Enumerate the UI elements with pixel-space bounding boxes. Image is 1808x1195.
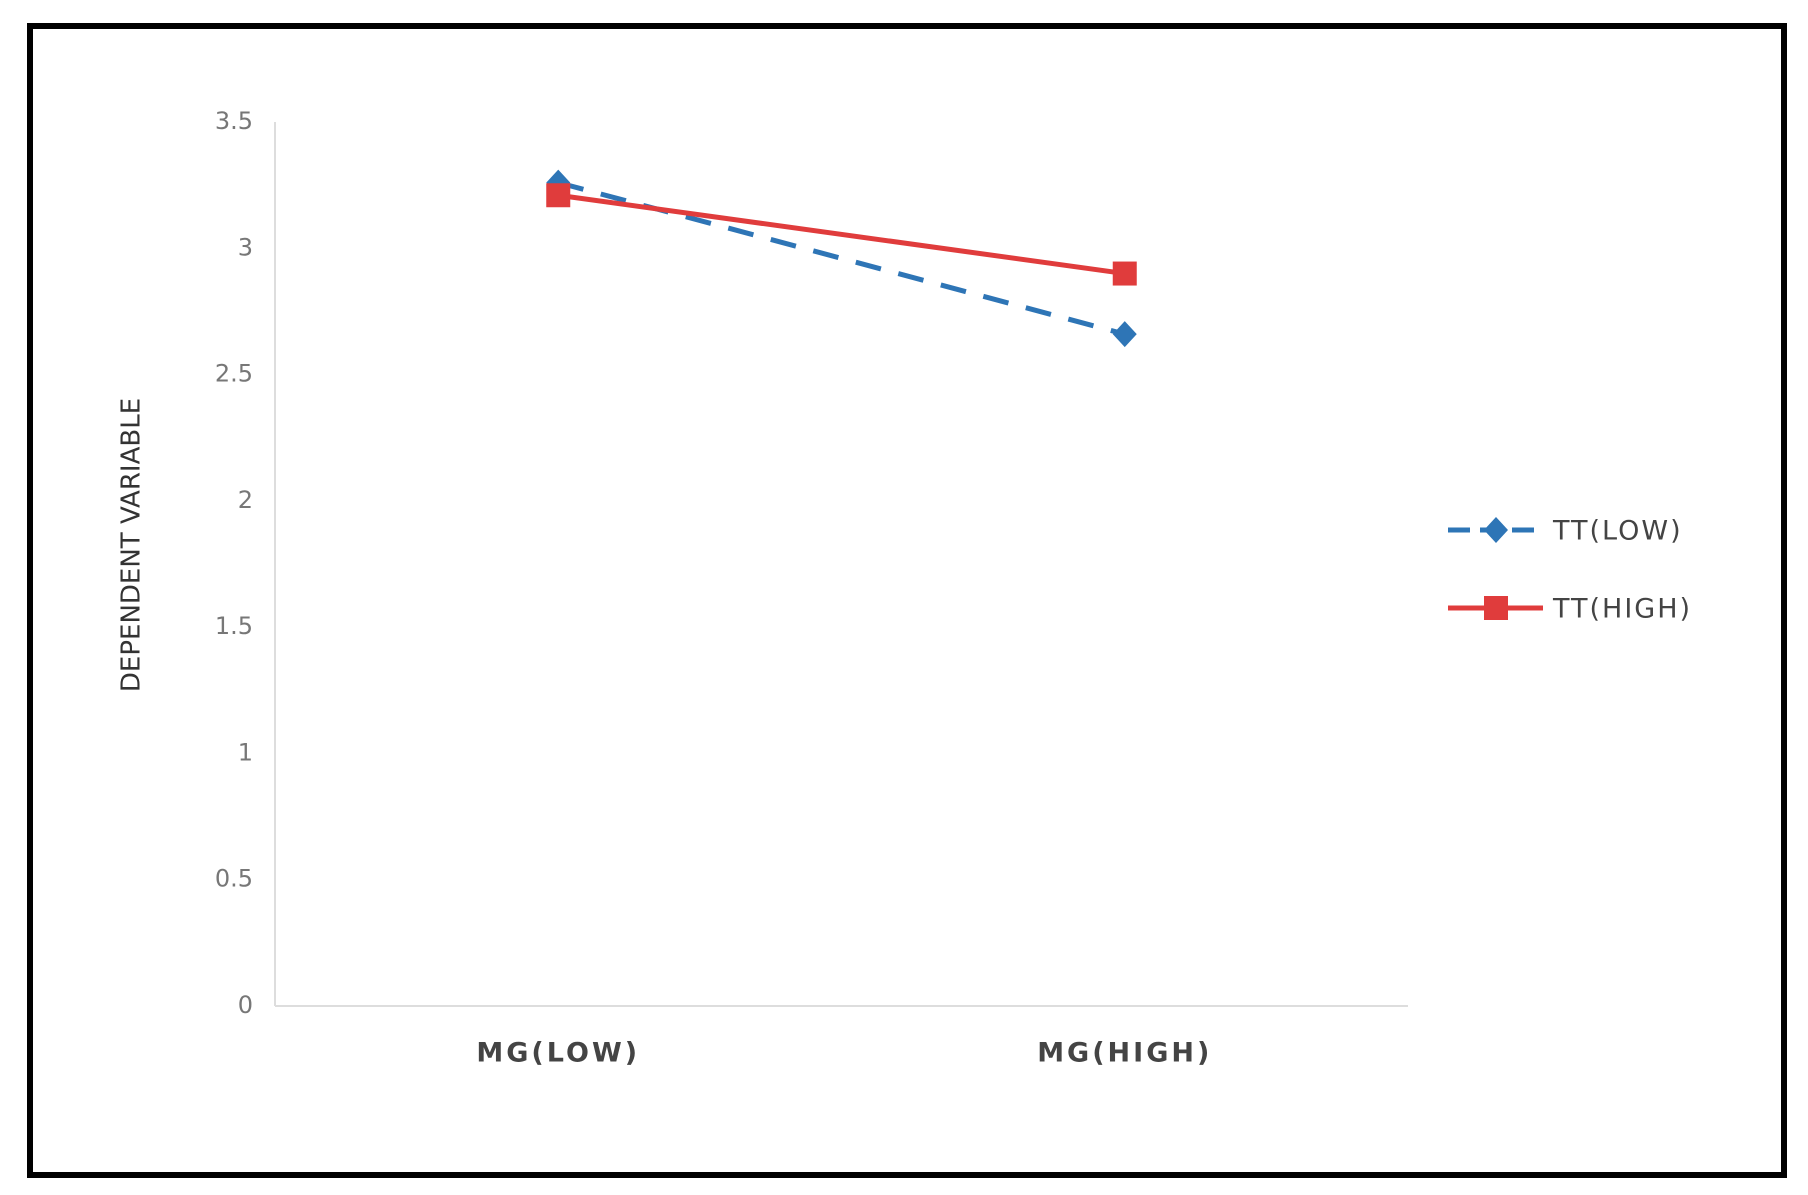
x-tick-label: MG(HIGH) (1037, 1038, 1212, 1069)
y-tick-label: 1.5 (215, 612, 253, 640)
y-axis-label: DEPENDENT VARIABLE (117, 398, 147, 692)
x-tick-label: MG(LOW) (476, 1038, 640, 1069)
data-point (546, 183, 571, 208)
legend-label: TT(LOW) (1552, 516, 1683, 547)
legend-label: TT(HIGH) (1552, 594, 1692, 625)
data-point (1112, 261, 1137, 286)
legend-marker (1484, 517, 1508, 543)
y-tick-label: 2 (238, 486, 253, 514)
series-line (557, 192, 1126, 277)
legend-marker (1484, 596, 1508, 620)
frame (27, 23, 1787, 1178)
y-tick-label: 0 (238, 991, 253, 1019)
y-tick-label: 1 (238, 738, 253, 766)
y-tick-label: 3.5 (215, 107, 253, 135)
y-tick-label: 0.5 (215, 865, 253, 893)
y-tick-label: 3 (238, 233, 253, 261)
y-tick-label: 2.5 (215, 360, 253, 388)
data-point (1112, 321, 1137, 348)
